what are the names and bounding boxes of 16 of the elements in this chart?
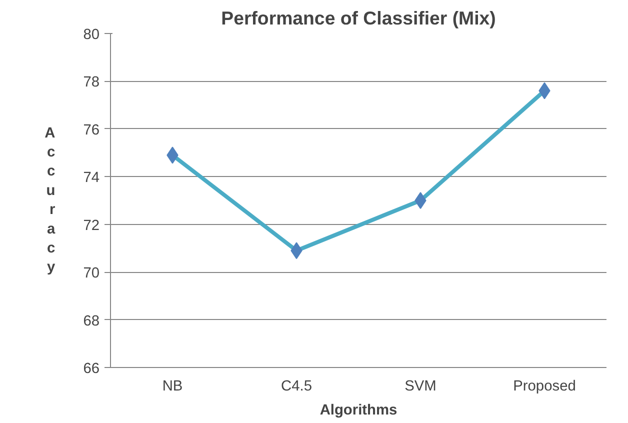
y-axis-title: Accuracy (44, 125, 56, 276)
y-tick-label: 74 (83, 170, 100, 186)
chart-title: Performance of Classifier (Mix) (221, 8, 496, 28)
y-tick-label: 68 (83, 313, 100, 330)
x-tick-label: Proposed (513, 378, 576, 394)
x-tick-label: C4.5 (281, 378, 312, 394)
y-tick-label: 80 (83, 27, 100, 43)
x-axis-title: Algorithms (320, 402, 398, 418)
x-tick-label: NB (162, 378, 183, 394)
point (414, 192, 426, 209)
y-tick-label: 72 (83, 218, 100, 234)
y-tick-label: 78 (83, 74, 100, 91)
y-tick-label: 66 (83, 361, 100, 377)
y-tick-label: 76 (83, 122, 100, 138)
x-tick-label: SVM (404, 378, 436, 394)
y-tick-label: 70 (83, 266, 100, 282)
